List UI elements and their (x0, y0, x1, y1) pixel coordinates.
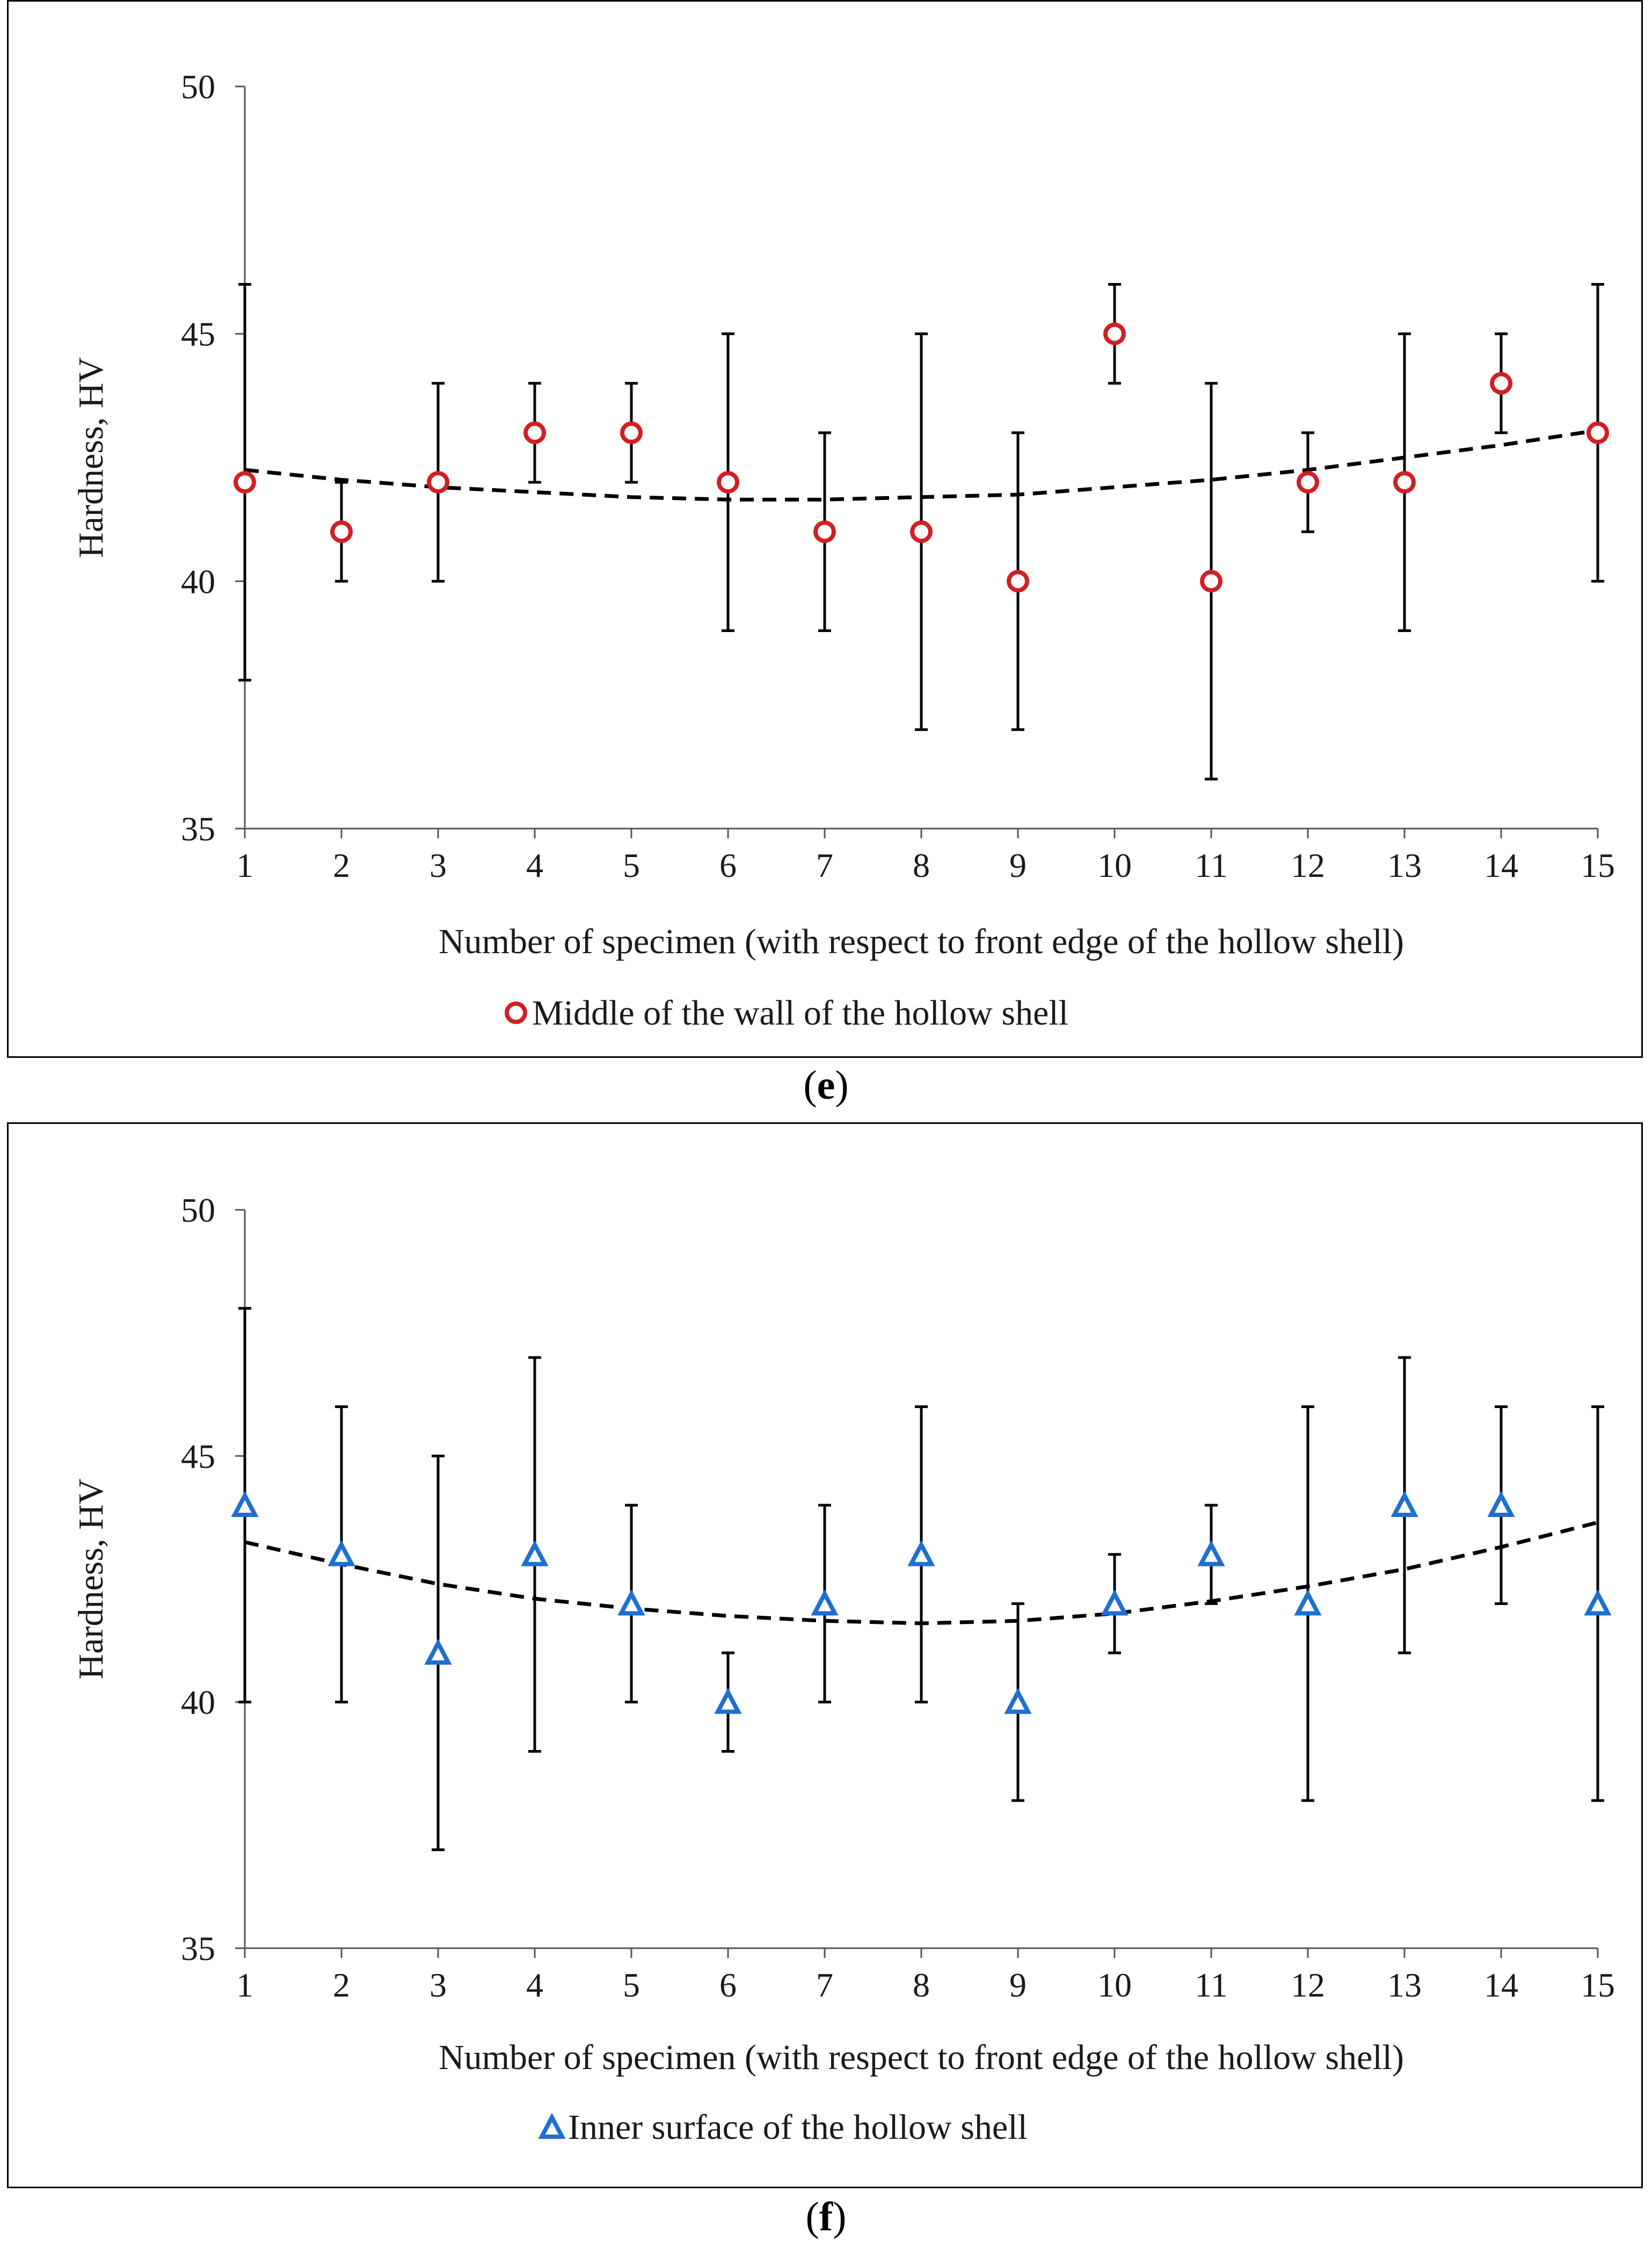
chart-e-data-point (234, 471, 256, 494)
chart-e-data-point (1103, 322, 1126, 345)
chart-e-y-tick-label: 40 (181, 562, 215, 600)
chart-e-x-tick-label: 10 (1097, 846, 1132, 884)
chart-e-data-point (813, 520, 836, 543)
chart-f-y-tick-label: 45 (181, 1437, 215, 1475)
chart-e-data-point (523, 421, 546, 444)
chart-f-x-tick-label: 7 (816, 1966, 833, 2004)
chart-panel-e: 35 40 45 50 1 2 3 4 5 6 7 8 9 10 11 12 13 14 15 Number of s… (7, 0, 1643, 1058)
chart-e-x-tick-label: 6 (719, 846, 737, 884)
chart-f-data-point (1391, 1491, 1418, 1517)
panel-caption-e: (e) (803, 1063, 849, 1108)
chart-f-data-point (1101, 1589, 1129, 1616)
chart-e-data-point (330, 520, 353, 543)
chart-f-data-point (1487, 1491, 1515, 1517)
chart-f-x-tick-label: 8 (913, 1966, 930, 2004)
chart-panel-f: 35 40 45 50 1 2 3 4 5 6 7 8 9 10 11 12 13 14 15 Number of s… (7, 1122, 1643, 2188)
chart-e-data-point (1393, 471, 1416, 494)
chart-f-x-tick-label: 15 (1581, 1966, 1615, 2004)
chart-f-data-point (714, 1688, 742, 1714)
chart-e-y-tick-label: 45 (181, 315, 215, 353)
chart-f-x-tick-label: 4 (526, 1966, 543, 2004)
panel-label-f: f (819, 2194, 833, 2239)
chart-e-data-point (910, 520, 933, 543)
chart-f-y-tick-label: 40 (181, 1683, 215, 1722)
chart-e-x-tick-label: 1 (236, 846, 253, 884)
chart-e-x-tick-label: 15 (1581, 846, 1615, 884)
chart-f-data-point (231, 1491, 259, 1517)
panel-caption-f: (f) (805, 2194, 847, 2239)
chart-f-data-point (617, 1589, 645, 1616)
chart-e-x-tick-label: 14 (1484, 846, 1518, 884)
chart-f-data-point (1197, 1540, 1225, 1566)
chart-f-x-tick-label: 11 (1195, 1966, 1228, 2004)
chart-f-x-tick-label: 13 (1387, 1966, 1422, 2004)
chart-f-data-point (521, 1540, 549, 1566)
chart-e-y-axis-label: Hardness, HV (71, 357, 111, 558)
panel-label-e: e (817, 1063, 835, 1108)
chart-f-data-point (424, 1638, 452, 1665)
chart-e-x-tick-label: 12 (1291, 846, 1325, 884)
chart-f-legend-marker (538, 2113, 566, 2139)
chart-e-data-point (1007, 570, 1029, 593)
chart-f-x-tick-label: 3 (430, 1966, 447, 2004)
chart-e-data-point (1490, 372, 1512, 395)
chart-e-legend-marker (505, 1001, 527, 1024)
chart-f-data-point (1294, 1589, 1322, 1616)
chart-e-x-tick-label: 13 (1387, 846, 1422, 884)
chart-f-y-tick-label: 50 (181, 1191, 215, 1229)
chart-e-data-point (1586, 421, 1609, 444)
chart-e-x-tick-label: 7 (816, 846, 833, 884)
chart-f-data-point (1584, 1589, 1612, 1616)
chart-f-y-tick-label: 35 (181, 1929, 215, 1968)
chart-f-x-tick-label: 9 (1009, 1966, 1027, 2004)
chart-f-x-tick-label: 5 (623, 1966, 640, 2004)
chart-f-data-point (907, 1540, 935, 1566)
chart-f-x-tick-label: 10 (1097, 1966, 1132, 2004)
chart-f-x-tick-label: 12 (1291, 1966, 1325, 2004)
chart-e-x-tick-label: 2 (333, 846, 350, 884)
chart-f-data-point (328, 1540, 355, 1566)
chart-e-data-point (1200, 570, 1222, 593)
chart-f-x-axis-label: Number of specimen (with respect to fron… (439, 2038, 1404, 2077)
chart-e-x-tick-label: 5 (623, 846, 640, 884)
chart-e-x-tick-label: 3 (430, 846, 447, 884)
chart-f-x-tick-label: 1 (236, 1966, 253, 2004)
chart-f-data-point (811, 1589, 839, 1616)
chart-e-legend-label: Middle of the wall of the hollow shell (532, 993, 1068, 1033)
chart-e-x-tick-label: 4 (526, 846, 543, 884)
chart-e-y-tick-label: 35 (181, 810, 215, 848)
chart-f-x-tick-label: 2 (333, 1966, 350, 2004)
chart-e-data-point (1297, 471, 1319, 494)
chart-f-legend-label: Inner surface of the hollow shell (568, 2108, 1028, 2147)
chart-e-data-point (620, 421, 643, 444)
chart-e-y-tick-label: 50 (181, 68, 215, 106)
chart-f-x-tick-label: 6 (719, 1966, 737, 2004)
chart-e-x-tick-label: 11 (1195, 846, 1228, 884)
chart-f-data-point (1004, 1688, 1032, 1714)
chart-e-data-point (427, 471, 449, 494)
chart-e-x-tick-label: 8 (913, 846, 930, 884)
chart-e-data-point (717, 471, 739, 494)
chart-f-y-axis-label: Hardness, HV (71, 1479, 111, 1680)
chart-e-x-tick-label: 9 (1009, 846, 1027, 884)
chart-f-x-tick-label: 14 (1484, 1966, 1518, 2004)
chart-e-x-axis-label: Number of specimen (with respect to fron… (439, 922, 1404, 961)
